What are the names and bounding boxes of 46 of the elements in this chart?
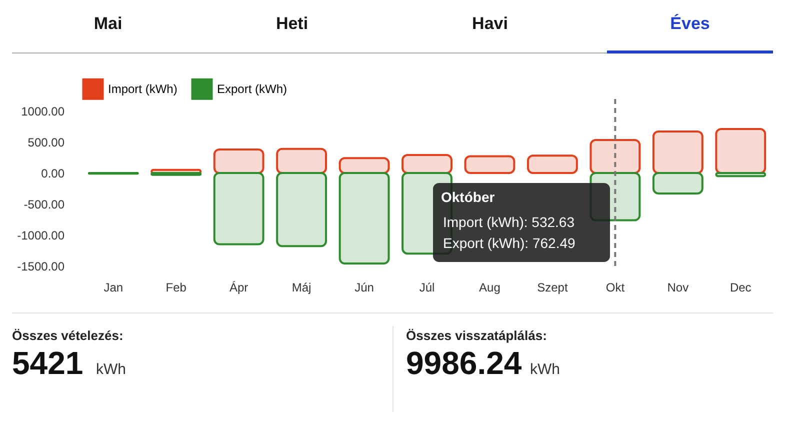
bar bbox=[402, 154, 452, 174]
bar bbox=[276, 172, 328, 248]
text: Összes vételezés: bbox=[12, 328, 124, 343]
text: 5421 bbox=[12, 345, 84, 381]
y-tick-label: 1000.00 bbox=[21, 104, 65, 118]
text: kWh bbox=[530, 361, 560, 378]
bar bbox=[464, 155, 516, 174]
text: Éves bbox=[670, 13, 710, 33]
legend-label: Import (kWh) bbox=[108, 82, 178, 96]
annotation: Export (kWh): 762.49 bbox=[443, 235, 576, 251]
x-tick-label: Máj bbox=[292, 280, 312, 294]
x-tick-label: Nov bbox=[667, 280, 689, 294]
bar bbox=[715, 128, 766, 174]
text: Havi bbox=[472, 14, 508, 33]
bar bbox=[338, 172, 390, 265]
text: kWh bbox=[96, 361, 126, 378]
x-tick-label: Ápr bbox=[229, 280, 248, 294]
x-tick-label: Jún bbox=[354, 280, 374, 294]
text: Mai bbox=[94, 14, 122, 33]
bar bbox=[715, 172, 766, 178]
text: Összes visszatáplálás: bbox=[406, 328, 547, 343]
bar bbox=[276, 148, 328, 174]
annotation: Import (kWh): 532.63 bbox=[443, 214, 575, 230]
bar bbox=[338, 157, 390, 174]
bar bbox=[590, 138, 641, 174]
bar bbox=[213, 172, 264, 246]
bar bbox=[213, 148, 264, 174]
x-tick-label: Feb bbox=[166, 280, 187, 294]
y-tick-label: -500.00 bbox=[24, 198, 65, 212]
y-tick-label: -1000.00 bbox=[17, 228, 65, 242]
text: Heti bbox=[276, 14, 308, 33]
x-tick-label: Dec bbox=[730, 280, 752, 294]
legend-label: Export (kWh) bbox=[217, 82, 288, 96]
bar bbox=[652, 172, 704, 194]
annotation: Október bbox=[441, 189, 496, 205]
x-tick-label: Szept bbox=[537, 280, 568, 294]
x-tick-label: Júl bbox=[419, 280, 435, 294]
text: 9986.24 bbox=[406, 345, 522, 381]
x-tick-label: Okt bbox=[606, 280, 626, 294]
x-tick-label: Jan bbox=[104, 280, 124, 294]
y-tick-label: 0.00 bbox=[41, 166, 65, 180]
bar bbox=[652, 130, 704, 174]
y-tick-label: -1500.00 bbox=[17, 260, 65, 274]
bar bbox=[526, 154, 578, 174]
y-tick-label: 500.00 bbox=[28, 136, 65, 150]
x-tick-label: Aug bbox=[479, 280, 500, 294]
